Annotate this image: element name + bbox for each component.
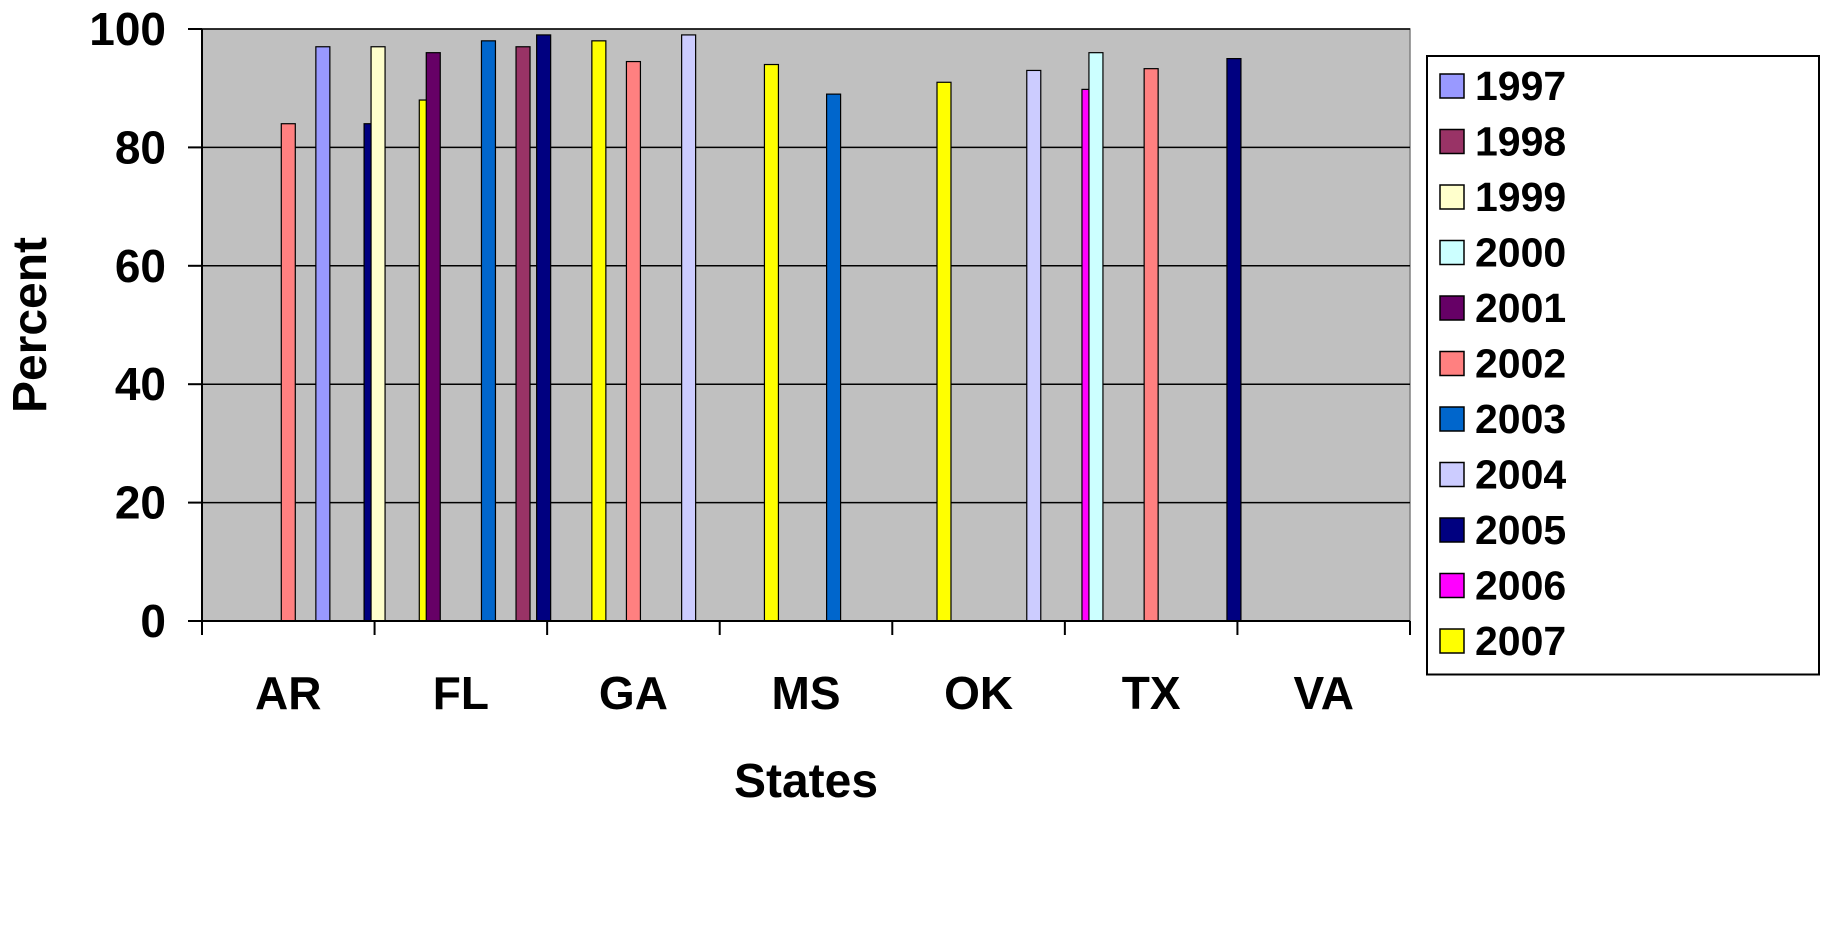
legend-label-2002: 2002	[1475, 341, 1566, 387]
x-tick-label: MS	[772, 667, 841, 719]
x-tick-label: TX	[1122, 667, 1181, 719]
bar-MS-2003	[825, 93, 842, 622]
bar-FL-2001	[425, 52, 441, 622]
bars	[280, 34, 1470, 622]
legend-label-2007: 2007	[1475, 618, 1566, 664]
legend-label-2000: 2000	[1475, 230, 1566, 276]
bar-OK-2004	[1026, 69, 1042, 622]
legend-swatch-1998	[1439, 128, 1465, 155]
legend-swatch-1997	[1439, 73, 1465, 99]
legend-label-2004: 2004	[1475, 452, 1566, 498]
y-tick-label: 20	[115, 477, 166, 529]
bar-FL-2007	[591, 40, 607, 622]
legend-label-1997: 1997	[1475, 63, 1566, 109]
y-axis-title: Percent	[4, 237, 57, 413]
x-tick-label: AR	[255, 667, 321, 719]
legend-label-2003: 2003	[1475, 396, 1566, 442]
bar-FL-1997	[315, 46, 331, 622]
legend-swatch-2001	[1439, 295, 1465, 321]
y-tick-label: 80	[115, 121, 166, 173]
bar-GA-2007	[763, 63, 780, 622]
legend-label-2001: 2001	[1475, 285, 1566, 331]
legend: 1997 1998 1999 2000 2001 2002 2003 2004 2005 2006…	[1426, 55, 1820, 676]
legend-swatch-2000	[1439, 239, 1465, 266]
bar-GA-1998	[515, 46, 531, 622]
bar-TX-2000	[1088, 52, 1104, 622]
gridlines	[202, 28, 1410, 504]
legend-swatch-2004	[1439, 461, 1465, 488]
bar-GA-2004	[681, 34, 697, 622]
x-tick-label: FL	[433, 667, 489, 719]
bar-GA-2002	[625, 60, 642, 622]
legend-label-2005: 2005	[1475, 507, 1566, 553]
legend-label-1998: 1998	[1475, 119, 1566, 165]
legend-label-1999: 1999	[1475, 174, 1566, 220]
x-tick-label: OK	[944, 667, 1013, 719]
x-tick-label: VA	[1293, 667, 1354, 719]
legend-swatch-1999	[1439, 184, 1465, 210]
bar-FL-1999	[370, 46, 386, 622]
bar-MS-2007	[936, 81, 952, 622]
legend-swatch-2007	[1439, 628, 1465, 654]
y-tick-label: 0	[140, 595, 166, 647]
legend-box	[1426, 55, 1820, 676]
bar-FL-2005	[536, 34, 552, 622]
axes	[188, 28, 1411, 635]
x-tick-label: GA	[599, 667, 668, 719]
plot-area	[201, 28, 1411, 622]
bar-AR-2002	[280, 123, 296, 622]
legend-swatch-2006	[1439, 572, 1465, 599]
bar-FL-2003	[480, 40, 497, 622]
x-axis-title: States	[734, 755, 878, 808]
bar-TX-2002	[1143, 68, 1159, 622]
legend-swatch-2003	[1439, 406, 1465, 432]
y-tick-label: 60	[115, 240, 166, 292]
legend-swatch-2005	[1439, 517, 1465, 543]
y-tick-label: 100	[89, 3, 166, 55]
bar-TX-2005	[1226, 57, 1242, 622]
legend-label-2006: 2006	[1475, 563, 1566, 609]
y-tick-label: 40	[115, 358, 166, 410]
tick-labels: 0 20 40 60 80 100 AR FL GA MS OK TX VA	[89, 3, 1354, 719]
legend-swatch-2002	[1439, 350, 1465, 377]
